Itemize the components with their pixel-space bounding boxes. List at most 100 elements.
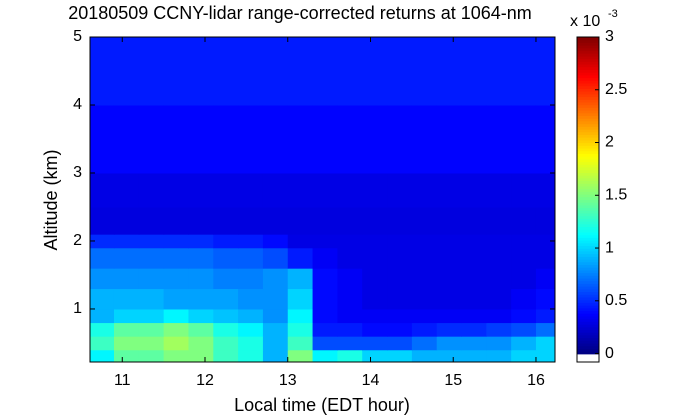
heatmap-cell: [436, 336, 463, 351]
heatmap-cell: [486, 247, 512, 269]
heatmap-cell: [486, 104, 512, 174]
colorbar-swatch: [577, 158, 599, 163]
heatmap-cell: [312, 234, 338, 249]
heatmap-cell: [362, 268, 388, 290]
colorbar-swatch: [577, 161, 599, 165]
colorbar-swatch: [577, 343, 599, 347]
heatmap-cell: [163, 349, 189, 363]
heatmap-cell: [287, 104, 314, 174]
colorbar-swatch: [577, 351, 599, 355]
heatmap-cell: [138, 247, 165, 269]
colorbar-swatch: [577, 134, 599, 138]
heatmap-cell: [461, 349, 487, 363]
heatmap-cell: [262, 268, 289, 290]
heatmap-cell: [461, 268, 487, 290]
heatmap-cell: [337, 349, 363, 363]
heatmap-cell: [387, 349, 413, 363]
heatmap-cell: [461, 336, 487, 351]
heatmap-cell: [387, 247, 413, 269]
colorbar-frame: [576, 36, 600, 363]
colorbar-swatch: [577, 269, 599, 274]
colorbar-swatch: [577, 302, 599, 306]
colorbar-swatch: [577, 213, 599, 217]
colorbar-swatch: [577, 137, 599, 141]
heatmap-cell: [262, 206, 289, 235]
heatmap-cell: [411, 349, 438, 363]
colorbar-swatch: [577, 223, 599, 228]
heatmap-cell: [90, 234, 115, 249]
heatmap-cell: [535, 308, 556, 324]
colorbar-tick-label: 0: [605, 345, 614, 362]
colorbar-swatch: [577, 318, 599, 322]
colorbar-swatch: [577, 275, 599, 279]
heatmap-cell: [461, 206, 487, 235]
heatmap-cell: [411, 322, 438, 337]
heatmap-cell: [90, 336, 115, 351]
heatmap-cell: [287, 172, 314, 208]
heatmap-cell: [387, 37, 413, 106]
heatmap-cell: [461, 322, 487, 337]
heatmap-cell: [411, 37, 438, 106]
heatmap-cell: [213, 349, 239, 363]
heatmap-cell: [213, 172, 239, 208]
colorbar-swatch: [577, 83, 599, 87]
colorbar-swatch: [577, 340, 599, 344]
y-tick-label: 5: [73, 28, 82, 45]
chart-title: 20180509 CCNY-lidar range-corrected retu…: [68, 3, 532, 23]
colorbar-swatch: [577, 324, 599, 328]
heatmap-cell: [238, 336, 264, 351]
heatmap-cell: [486, 234, 512, 249]
heatmap-cell: [213, 308, 239, 324]
heatmap-cell: [337, 234, 363, 249]
colorbar-swatch: [577, 248, 599, 252]
heatmap-cell: [362, 288, 388, 310]
colorbar-swatch: [577, 199, 599, 203]
heatmap-cell: [436, 247, 463, 269]
heatmap-cell: [163, 104, 189, 174]
heatmap-cell: [213, 288, 239, 310]
heatmap-cell: [262, 336, 289, 351]
colorbar-swatch: [577, 288, 599, 293]
colorbar-swatch: [577, 280, 599, 284]
heatmap-cell: [138, 308, 165, 324]
heatmap-cell: [511, 268, 537, 290]
heatmap-cell: [138, 206, 165, 235]
heatmap-cell: [163, 247, 189, 269]
colorbar-swatch: [577, 93, 599, 98]
colorbar-swatch: [577, 150, 599, 154]
heatmap-cell: [163, 206, 189, 235]
heatmap-cell: [535, 172, 556, 208]
colorbar-tick-label: 1: [605, 239, 614, 256]
colorbar-swatch: [577, 307, 599, 312]
colorbar-swatch: [577, 232, 599, 236]
heatmap-cell: [287, 349, 314, 363]
heatmap-cell: [362, 336, 388, 351]
colorbar-swatch: [577, 204, 599, 209]
heatmap-cell: [511, 322, 537, 337]
heatmap-cell: [411, 172, 438, 208]
heatmap-cell: [238, 308, 264, 324]
colorbar-swatch: [577, 91, 599, 95]
heatmap-cell: [287, 288, 314, 310]
colorbar-swatch: [577, 253, 599, 257]
heatmap-cell: [461, 308, 487, 324]
colorbar-swatch: [577, 310, 599, 314]
colorbar-swatch: [577, 240, 599, 244]
heatmap-cell: [411, 308, 438, 324]
colorbar-swatch: [577, 234, 599, 238]
colorbar-exponent: -3: [608, 8, 618, 20]
heatmap-cell: [188, 336, 214, 351]
heatmap-cell: [337, 322, 363, 337]
colorbar-swatch: [577, 337, 599, 341]
heatmap-cell: [262, 322, 289, 337]
heatmap-cell: [486, 322, 512, 337]
colorbar-swatch: [577, 142, 599, 146]
heatmap-cell: [436, 104, 463, 174]
heatmap-cell: [362, 206, 388, 235]
colorbar-swatch: [577, 259, 599, 263]
heatmap-cell: [113, 308, 140, 324]
heatmap-cell: [436, 172, 463, 208]
heatmap-cell: [362, 104, 388, 174]
colorbar-swatch: [577, 210, 599, 214]
heatmap-cell: [113, 172, 140, 208]
